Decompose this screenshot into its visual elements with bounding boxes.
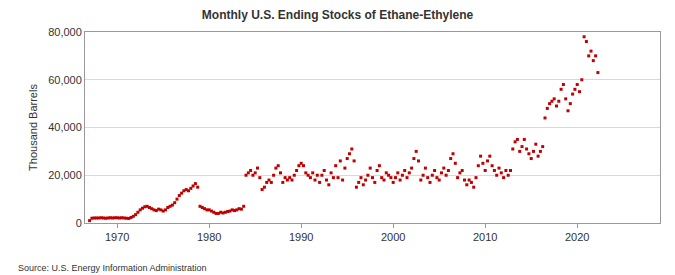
svg-text:60,000: 60,000 — [48, 74, 82, 86]
svg-text:1980: 1980 — [197, 231, 221, 243]
svg-text:0: 0 — [76, 217, 82, 229]
svg-text:40,000: 40,000 — [48, 121, 82, 133]
svg-text:80,000: 80,000 — [48, 26, 82, 38]
svg-text:2000: 2000 — [381, 231, 405, 243]
svg-text:2020: 2020 — [565, 231, 589, 243]
svg-text:1970: 1970 — [105, 231, 129, 243]
svg-text:Thousand Barrels: Thousand Barrels — [27, 84, 39, 171]
svg-text:Source: U.S. Energy Informatio: Source: U.S. Energy Information Administ… — [18, 263, 207, 273]
svg-text:1990: 1990 — [289, 231, 313, 243]
svg-text:20,000: 20,000 — [48, 169, 82, 181]
svg-text:2010: 2010 — [473, 231, 497, 243]
svg-text:Monthly U.S. Ending Stocks of: Monthly U.S. Ending Stocks of Ethane-Eth… — [202, 8, 474, 22]
